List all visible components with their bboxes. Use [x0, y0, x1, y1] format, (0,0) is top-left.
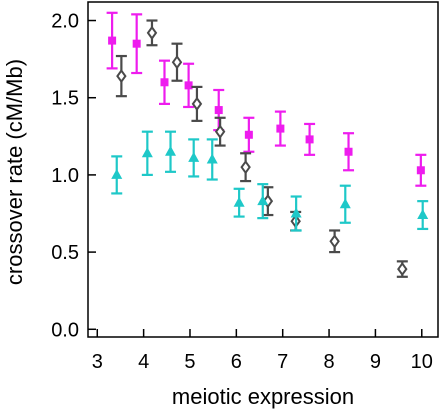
- square-point: [132, 39, 141, 48]
- y-tick-labels: 0.0 0.5 1.0 1.5 2.0: [51, 11, 79, 342]
- diamond-point: [116, 68, 127, 84]
- plot-frame: [87, 1, 439, 338]
- diamond-point: [171, 55, 183, 70]
- x-tick-label: 4: [138, 351, 149, 373]
- triangle-point: [339, 198, 351, 209]
- data-points: [106, 11, 429, 278]
- series-square: [106, 11, 427, 187]
- diamond-point: [397, 261, 408, 277]
- diamond-point: [191, 96, 203, 112]
- square-point: [416, 166, 425, 175]
- triangle-point: [233, 196, 245, 207]
- series-diamond: [115, 19, 408, 278]
- triangle-point: [141, 147, 153, 158]
- square-point: [108, 36, 117, 45]
- diamond-point: [146, 25, 158, 41]
- y-tick-label: 0.5: [51, 242, 79, 264]
- x-tick-labels: 3 4 5 6 7 8 9 10: [92, 351, 433, 373]
- diamond-point: [240, 159, 251, 175]
- y-tick-label: 1.5: [51, 88, 79, 110]
- triangle-point: [111, 168, 123, 179]
- x-tick-label: 5: [184, 351, 195, 373]
- tick-marks: [88, 19, 423, 337]
- square-point: [184, 81, 193, 90]
- triangle-point: [206, 153, 218, 164]
- y-tick-label: 1.0: [51, 165, 79, 187]
- square-point: [276, 124, 285, 133]
- square-point: [244, 130, 253, 139]
- square-point: [214, 106, 223, 115]
- square-point: [344, 147, 353, 156]
- series-triangle: [111, 130, 429, 232]
- x-tick-label: 6: [231, 351, 242, 373]
- x-tick-label: 3: [92, 351, 103, 373]
- square-point: [160, 78, 169, 87]
- y-tick-label: 0.0: [51, 319, 79, 341]
- diamond-point: [214, 124, 226, 139]
- x-axis-title: meiotic expression: [172, 384, 354, 409]
- triangle-point: [165, 145, 177, 156]
- triangle-point: [257, 195, 269, 206]
- square-point: [305, 135, 314, 144]
- x-tick-label: 10: [411, 351, 433, 373]
- y-tick-label: 2.0: [51, 11, 79, 33]
- y-axis-title: crossover rate (cM/Mb): [2, 59, 27, 285]
- diamond-point: [329, 234, 340, 249]
- x-tick-label: 9: [370, 351, 381, 373]
- x-tick-label: 8: [323, 351, 334, 373]
- x-tick-label: 7: [277, 351, 288, 373]
- triangle-point: [290, 207, 302, 218]
- triangle-point: [188, 151, 200, 162]
- triangle-point: [417, 209, 429, 220]
